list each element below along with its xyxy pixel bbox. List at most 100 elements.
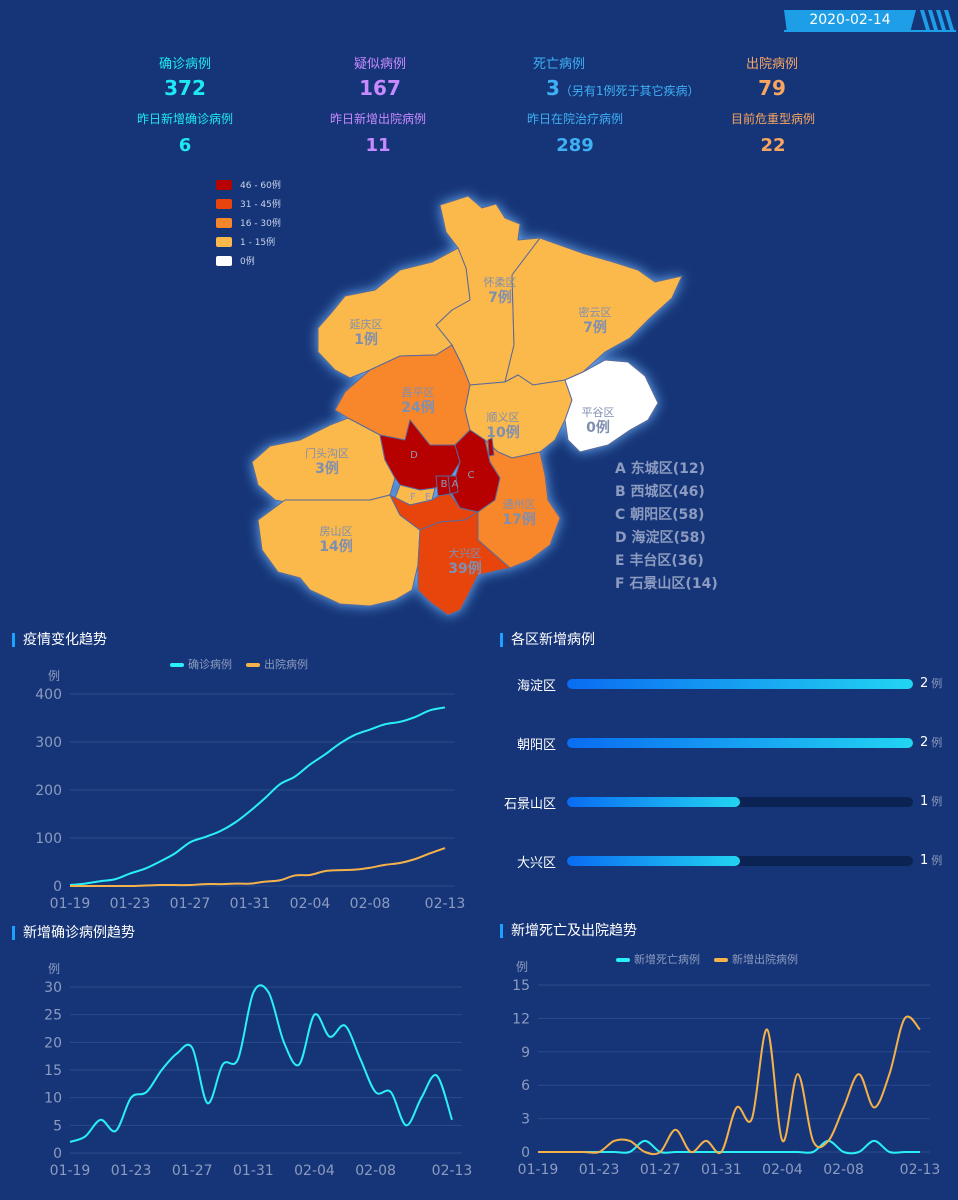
x-tick-label: 02-13 bbox=[900, 1162, 941, 1178]
x-tick-label: 02-08 bbox=[355, 1163, 396, 1179]
stat-new-discharged-value: 11 bbox=[365, 135, 391, 156]
legend-item[interactable]: 16 - 30例 bbox=[216, 213, 281, 232]
legend-swatch bbox=[246, 663, 260, 667]
legend-item[interactable]: 31 - 45例 bbox=[216, 194, 281, 213]
x-tick-label: 02-13 bbox=[432, 1163, 473, 1179]
stat-new-confirmed-label: 昨日新增确诊病例 bbox=[136, 112, 233, 126]
series-line bbox=[537, 1015, 921, 1156]
stat-deaths-label: 死亡病例 bbox=[533, 57, 586, 72]
district-name: 昌平区 bbox=[402, 386, 435, 399]
district-bar-unit: 例 bbox=[931, 677, 943, 690]
district-fengtai[interactable] bbox=[388, 493, 480, 531]
district-miyun[interactable] bbox=[504, 237, 683, 386]
y-tick-label: 0 bbox=[521, 1145, 530, 1161]
legend-label: 31 - 45例 bbox=[240, 200, 281, 210]
map-letter-d: D bbox=[410, 450, 418, 461]
stat-discharged-label: 出院病例 bbox=[745, 57, 798, 72]
y-tick-label: 25 bbox=[44, 1008, 62, 1024]
district-count: 0例 bbox=[586, 419, 610, 436]
district-name: 平谷区 bbox=[582, 406, 615, 419]
y-axis-label: 例 bbox=[48, 962, 60, 976]
abbr-item: B 西城区(46) bbox=[615, 484, 705, 500]
date-badge: 2020-02-14 bbox=[784, 10, 916, 30]
stat-in-hospital: 昨日在院治疗病例 289 bbox=[500, 110, 650, 156]
stat-discharged-value: 79 bbox=[758, 76, 786, 100]
x-tick-label: 01-23 bbox=[111, 1163, 152, 1179]
new-death-discharge-chart: 0 3 6 9 12 15 例 01-19 01-23 01-27 01-31 02-04 02-08 0… bbox=[512, 952, 941, 1178]
y-tick-label: 10 bbox=[44, 1091, 62, 1107]
district-bar-value: 2 bbox=[920, 735, 929, 750]
y-tick-label: 0 bbox=[53, 1146, 62, 1162]
legend-label: 0例 bbox=[240, 257, 255, 267]
x-tick-label: 01-31 bbox=[230, 896, 271, 912]
district-bar-fill bbox=[567, 797, 740, 807]
abbr-item: D 海淀区(58) bbox=[615, 530, 706, 546]
x-tick-label: 02-08 bbox=[350, 896, 391, 912]
legend-item[interactable]: 46 - 60例 bbox=[216, 175, 281, 194]
district-bar-track bbox=[567, 738, 913, 748]
y-tick-label: 5 bbox=[53, 1118, 62, 1134]
district-bar-name: 朝阳区 bbox=[516, 738, 556, 753]
x-tick-label: 01-27 bbox=[640, 1162, 681, 1178]
trend-chart: 0 100 200 300 400 例 01-19 01-23 01-27 01-31 02-04 0… bbox=[35, 657, 466, 912]
y-tick-label: 30 bbox=[44, 980, 62, 996]
x-tick-label: 02-13 bbox=[425, 896, 466, 912]
district-name: 大兴区 bbox=[449, 546, 482, 560]
district-chaoyang-tip bbox=[487, 437, 495, 457]
legend-swatch bbox=[216, 179, 232, 190]
date-stripes bbox=[920, 10, 954, 30]
x-tick-label: 01-27 bbox=[170, 896, 211, 912]
x-tick-label: 01-19 bbox=[50, 896, 91, 912]
y-tick-label: 200 bbox=[35, 783, 62, 799]
y-tick-label: 15 bbox=[44, 1063, 62, 1079]
legend-swatch bbox=[216, 198, 232, 209]
map-letter-e: E bbox=[425, 492, 431, 503]
y-tick-label: 20 bbox=[44, 1035, 62, 1051]
x-tick-label: 01-23 bbox=[110, 896, 151, 912]
y-tick-label: 300 bbox=[35, 735, 62, 751]
stat-new-discharged: 昨日新增出院病例 11 bbox=[303, 110, 453, 156]
y-tick-label: 9 bbox=[521, 1045, 530, 1061]
district-count: 1例 bbox=[354, 331, 378, 348]
date-underline bbox=[784, 30, 956, 32]
y-axis-label: 例 bbox=[48, 669, 60, 683]
map-letter-f: F bbox=[410, 492, 416, 503]
section-title-new-death-discharge: 新增死亡及出院趋势 bbox=[500, 924, 637, 938]
stat-discharged: 出院病例 79 bbox=[702, 53, 842, 100]
district-bar-fill bbox=[567, 856, 740, 866]
district-bar-track bbox=[567, 679, 913, 689]
district-fangshan[interactable] bbox=[257, 494, 421, 607]
district-name: 门头沟区 bbox=[305, 446, 349, 460]
district-daxing[interactable] bbox=[417, 511, 512, 616]
x-tick-label: 01-31 bbox=[701, 1162, 742, 1178]
stat-deaths-value: 3 bbox=[546, 76, 560, 100]
stat-deaths-note: （另有1例死于其它疾病） bbox=[559, 84, 700, 98]
x-tick-label: 01-27 bbox=[172, 1163, 213, 1179]
section-title-new-confirmed: 新增确诊病例趋势 bbox=[12, 926, 135, 940]
stat-confirmed-value: 372 bbox=[164, 76, 206, 100]
legend-swatch bbox=[216, 236, 232, 247]
district-bar-name: 石景山区 bbox=[503, 797, 556, 812]
district-name: 密云区 bbox=[579, 305, 612, 319]
district-tongzhou[interactable] bbox=[477, 438, 561, 569]
y-tick-label: 12 bbox=[512, 1011, 530, 1027]
district-pinggu[interactable] bbox=[564, 359, 659, 453]
legend-label: 46 - 60例 bbox=[240, 181, 281, 191]
district-count: 10例 bbox=[486, 424, 519, 441]
legend-item[interactable]: 0例 bbox=[216, 251, 281, 270]
map-letter-a: A bbox=[452, 479, 459, 490]
district-count: 7例 bbox=[488, 289, 512, 306]
district-bar-fill bbox=[567, 738, 913, 748]
x-tick-label: 01-19 bbox=[518, 1162, 559, 1178]
legend-item[interactable]: 1 - 15例 bbox=[216, 232, 281, 251]
stat-confirmed-label: 确诊病例 bbox=[158, 57, 211, 72]
legend-label: 新增死亡病例 bbox=[634, 952, 700, 966]
legend-swatch bbox=[170, 663, 184, 667]
district-bar-name: 海淀区 bbox=[516, 679, 556, 694]
legend-label: 新增出院病例 bbox=[732, 952, 798, 966]
